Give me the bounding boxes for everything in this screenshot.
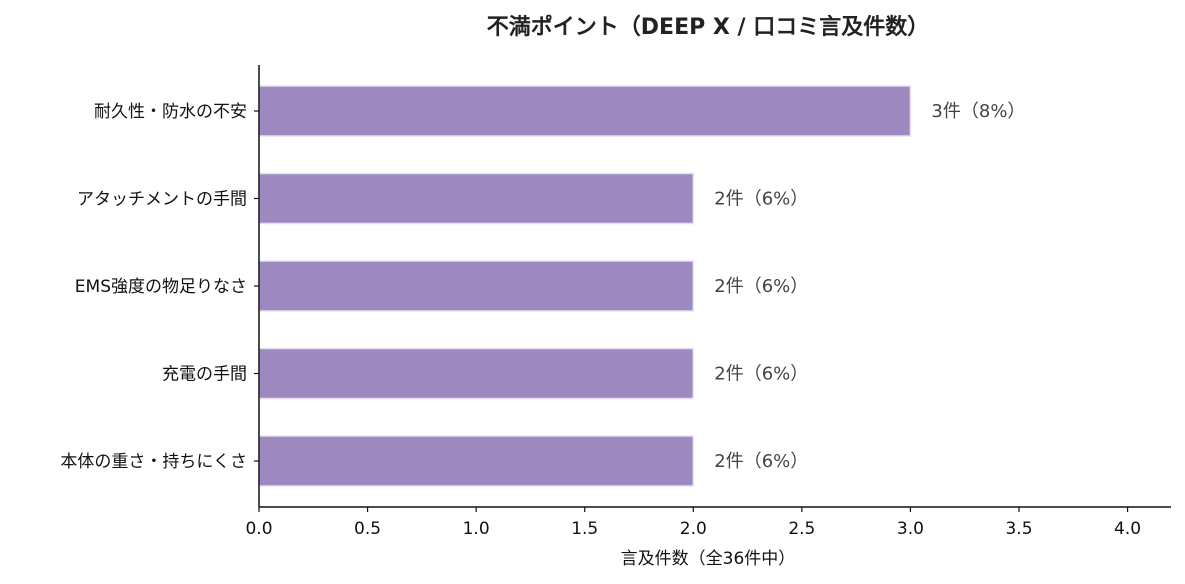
x-tick-label-0: 0.0 (245, 519, 272, 539)
x-tick-label-7: 3.5 (1005, 519, 1032, 539)
bar-4 (258, 435, 695, 487)
data-label-1: 2件（6%） (714, 189, 808, 210)
data-label-0: 3件（8%） (931, 101, 1025, 122)
category-label-1: アタッチメントの手間 (77, 190, 247, 210)
x-tick-label-5: 2.5 (788, 519, 815, 539)
category-label-0: 耐久性・防水の不安 (94, 102, 247, 122)
x-tick-label-2: 1.0 (463, 519, 490, 539)
data-label-4: 2件（6%） (714, 451, 808, 472)
category-label-4: 本体の重さ・持ちにくさ (60, 452, 247, 472)
bar-1 (258, 172, 695, 225)
data-label-2: 2件（6%） (714, 276, 808, 297)
x-tick-label-1: 0.5 (354, 519, 381, 539)
data-label-3: 2件（6%） (714, 364, 808, 385)
bar-2 (258, 260, 695, 312)
bars-group (258, 85, 912, 487)
chart-title: 不満ポイント（DEEP X / 口コミ言及件数） (487, 14, 929, 40)
x-axis-label: 言及件数（全36件中） (621, 549, 796, 569)
bar-0 (258, 85, 912, 137)
category-label-3: 充電の手間 (162, 365, 247, 385)
x-tick-label-4: 2.0 (680, 519, 707, 539)
bar-3 (258, 347, 695, 400)
category-label-2: EMS強度の物足りなさ (75, 277, 247, 297)
data-labels: 3件（8%） 2件（6%） 2件（6%） 2件（6%） 2件（6%） (714, 101, 1025, 472)
x-tick-label-8: 4.0 (1114, 519, 1141, 539)
x-tick-label-6: 3.0 (897, 519, 924, 539)
x-tick-label-3: 1.5 (571, 519, 598, 539)
x-axis-ticks: 0.0 0.5 1.0 1.5 2.0 2.5 3.0 3.5 4.0 (245, 507, 1141, 539)
